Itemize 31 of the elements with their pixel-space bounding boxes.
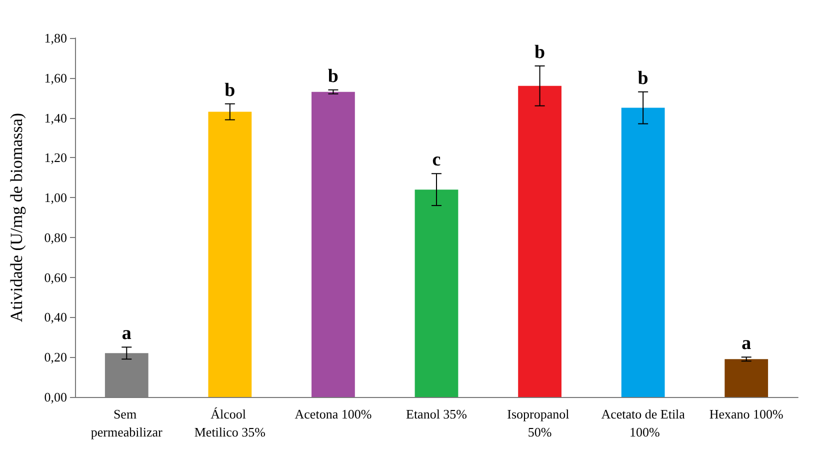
y-tick-label: 1,40	[44, 110, 67, 126]
x-tick-label: Acetato de Etila 100%	[601, 406, 686, 440]
y-axis-title: Atividade (U/mg de biomassa)	[7, 112, 26, 322]
x-tick-label: Álcool Metilico 35%	[194, 406, 266, 440]
bar	[208, 112, 252, 397]
y-tick-label: 0,40	[44, 310, 67, 325]
x-tick-label: Hexano 100%	[709, 406, 784, 422]
bar	[414, 190, 458, 397]
y-tick-label: 0,80	[44, 230, 67, 245]
bar	[724, 359, 768, 397]
x-tick-label: Sem permeabilizar	[90, 406, 164, 440]
annotation: b	[328, 66, 339, 87]
x-tick-label: Etanol 35%	[406, 406, 468, 422]
annotation: b	[224, 80, 236, 101]
y-tick-label: 0,00	[44, 390, 67, 404]
bar	[312, 92, 355, 397]
y-tick-label: 0,60	[44, 270, 67, 285]
y-tick-label: 1,20	[44, 150, 67, 166]
x-tick-label: Isopropanol 50%	[507, 406, 572, 440]
y-tick-label: 0,20	[44, 350, 67, 365]
annotation: b	[638, 68, 648, 89]
y-tick-label: 1,00	[44, 190, 67, 206]
annotation: c	[432, 150, 441, 171]
annotation: b	[534, 42, 546, 63]
bar	[621, 108, 665, 397]
x-tick-label: Acetona 100%	[294, 406, 372, 422]
annotation: a	[742, 333, 752, 354]
y-tick-label: 1,80	[44, 30, 67, 46]
bar	[518, 86, 562, 397]
y-tick-label: 1,60	[44, 70, 67, 86]
annotation: a	[122, 323, 132, 344]
